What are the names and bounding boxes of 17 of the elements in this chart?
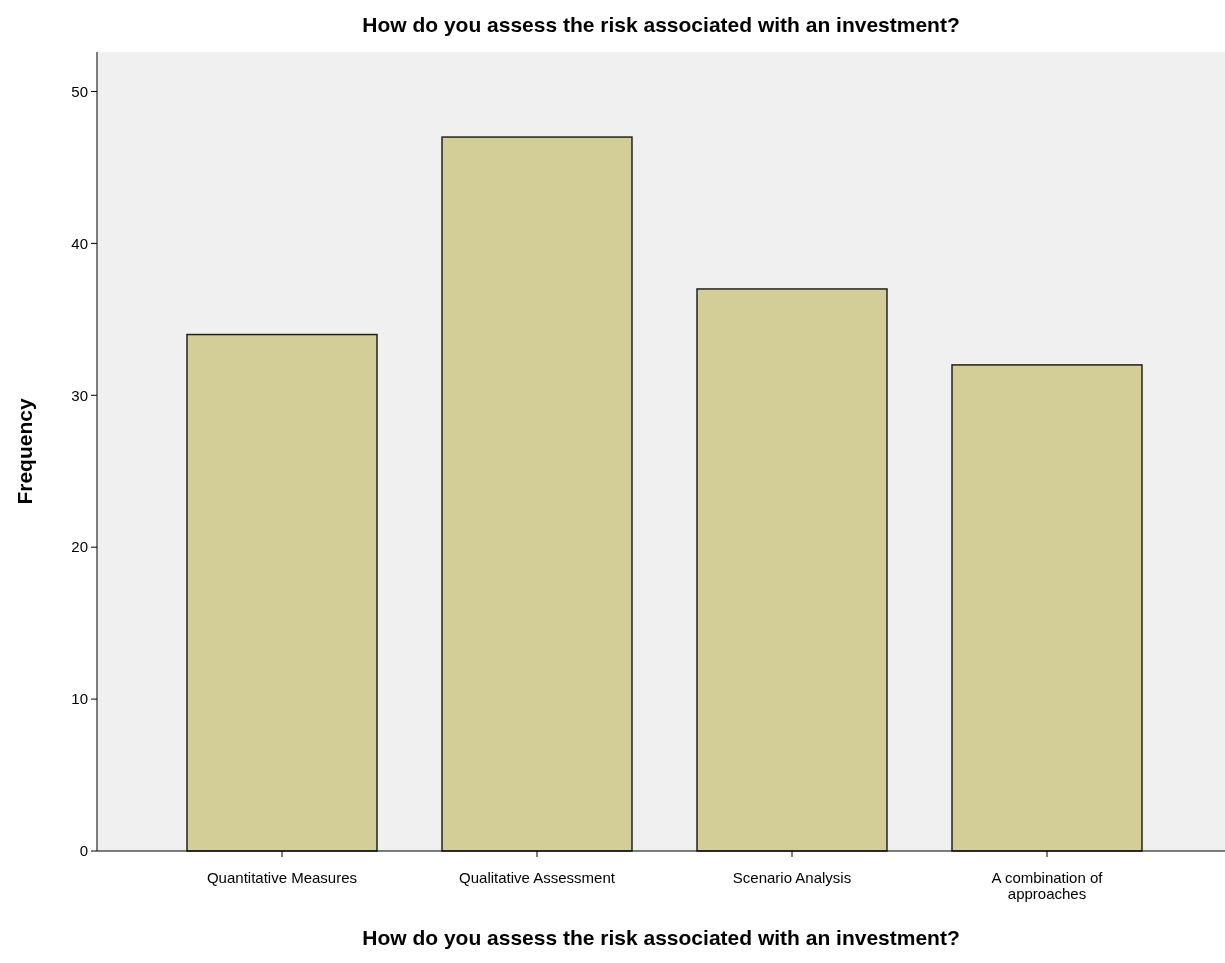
x-tick-label: Quantitative Measures	[206, 869, 358, 886]
chart-title: How do you assess the risk associated with an investment?	[362, 13, 960, 36]
bar	[186, 333, 378, 852]
x-tick-label: Qualitative Assessment	[459, 869, 616, 886]
y-axis-title: Frequency	[13, 398, 36, 505]
y-tick-label: 20	[71, 538, 88, 556]
x-axis-title: How do you assess the risk associated with an investment?	[362, 926, 960, 949]
y-tick-label: 30	[71, 386, 88, 404]
x-tick-label: Scenario Analysis	[732, 869, 852, 886]
y-tick-label: 40	[71, 234, 88, 252]
y-tick-label: 10	[71, 690, 88, 708]
bar	[441, 136, 633, 852]
bar	[951, 364, 1143, 852]
x-tick-label: A combination of approaches	[991, 869, 1104, 902]
y-tick-label: 50	[71, 82, 88, 100]
bar	[696, 288, 888, 852]
y-tick-label: 0	[79, 842, 88, 860]
